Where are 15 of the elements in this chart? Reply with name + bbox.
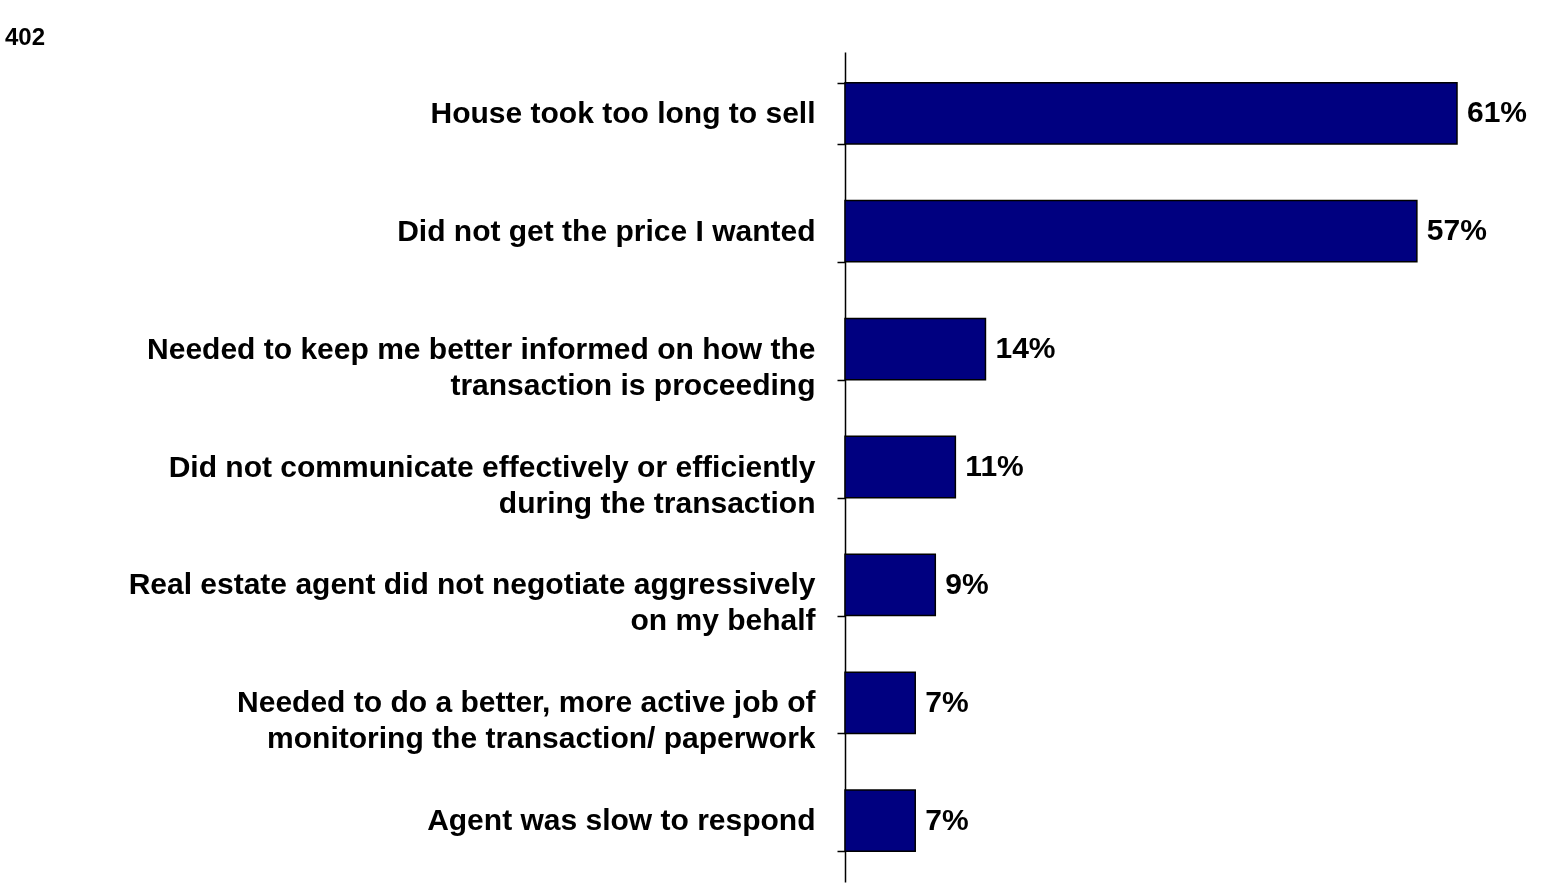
y-tick-label: Did not get the price I wanted (397, 213, 816, 247)
data-label: 7% (925, 802, 969, 836)
y-tick-label: Needed to keep me better informed on how the transaction is proceeding (147, 331, 816, 401)
data-label: 7% (925, 684, 969, 718)
y-tick-label: Agent was slow to respond (427, 803, 816, 837)
y-tick-label: Needed to do a better, more active job of monitoring the transaction/ paperwork (237, 685, 817, 755)
data-label: 11% (965, 449, 1024, 482)
y-tick-label: House took too long to sell (430, 95, 816, 129)
data-label: 9% (945, 566, 989, 600)
data-label: 61% (1467, 95, 1528, 129)
y-tick-label: Did not communicate effectively or efficiently during the transaction (168, 449, 816, 519)
y-tick-label: Real estate agent did not negotiate aggressively on my behalf (128, 567, 817, 637)
text: 402 (5, 23, 46, 50)
data-label: 14% (995, 331, 1056, 365)
data-label: 57% (1426, 213, 1487, 247)
